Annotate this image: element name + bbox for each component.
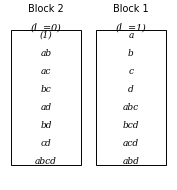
Bar — [11, 30, 81, 165]
Text: b: b — [128, 49, 134, 58]
Text: ($L$ =1): ($L$ =1) — [115, 21, 147, 34]
Text: cd: cd — [41, 139, 51, 148]
Text: bcd: bcd — [123, 121, 139, 130]
Text: abc: abc — [123, 103, 139, 112]
Bar — [96, 30, 166, 165]
Text: bd: bd — [40, 121, 52, 130]
Text: abd: abd — [122, 157, 139, 166]
Text: ab: ab — [41, 49, 52, 58]
Text: c: c — [129, 67, 133, 76]
Text: abcd: abcd — [35, 157, 57, 166]
Text: d: d — [128, 85, 134, 94]
Text: ad: ad — [41, 103, 52, 112]
Text: a: a — [128, 31, 134, 40]
Text: acd: acd — [123, 139, 139, 148]
Text: bc: bc — [41, 85, 51, 94]
Text: ac: ac — [41, 67, 51, 76]
Text: Block 2: Block 2 — [28, 4, 64, 14]
Text: ($L$ =0): ($L$ =0) — [30, 21, 62, 34]
Text: (1): (1) — [40, 31, 52, 40]
Text: Block 1: Block 1 — [113, 4, 149, 14]
